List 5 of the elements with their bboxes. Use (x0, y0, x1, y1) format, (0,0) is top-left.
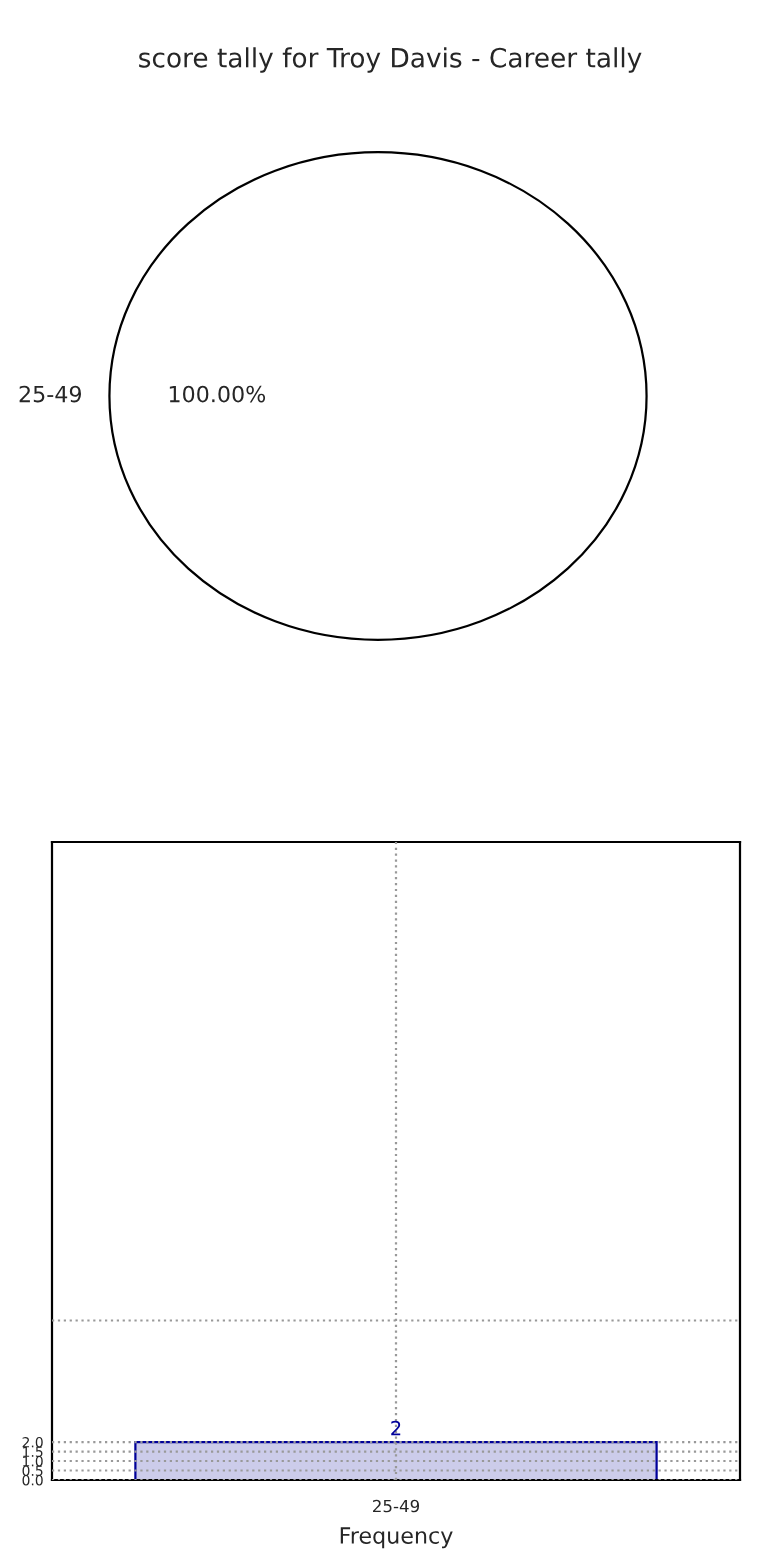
chart-title: score tally for Troy Davis - Career tally (139, 47, 642, 73)
data-label: 2 (391, 1420, 401, 1436)
x-axis-title: Frequency (340, 1527, 453, 1549)
slice-label: 25-49 (19, 385, 82, 403)
data-label: 100.00% (169, 385, 266, 403)
